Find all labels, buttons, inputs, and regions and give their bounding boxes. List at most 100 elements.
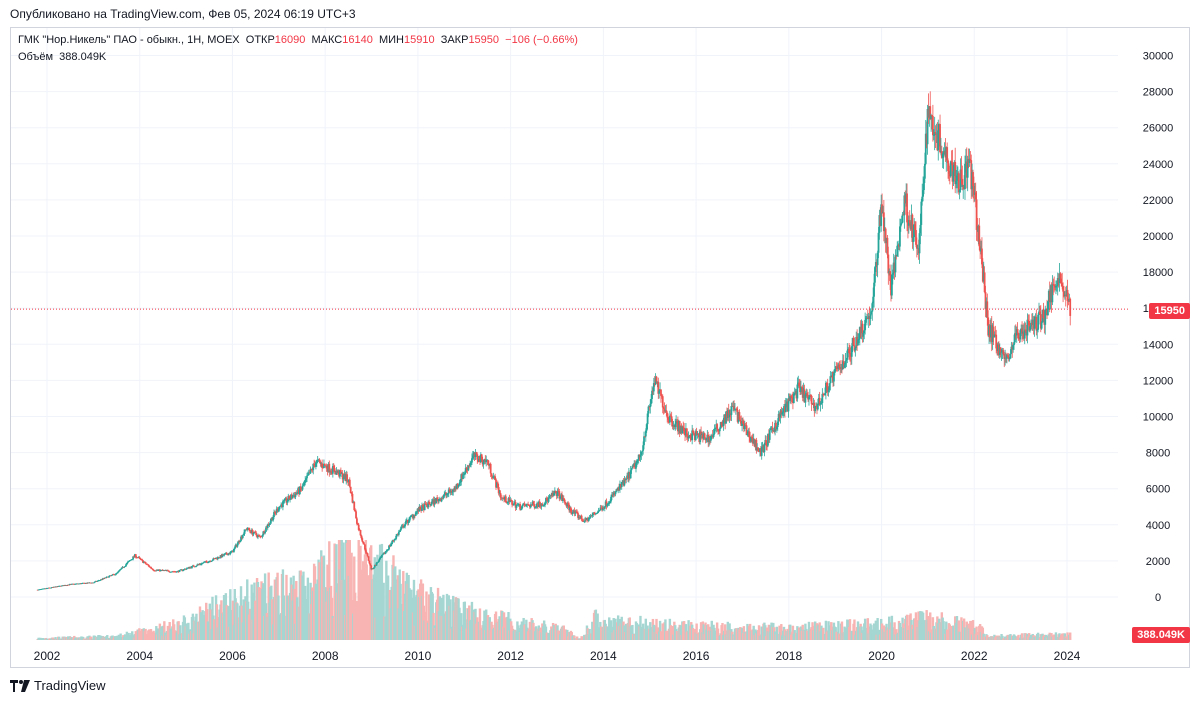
volume-bar <box>199 612 203 640</box>
candle-body <box>769 428 772 431</box>
candle-body <box>496 482 499 488</box>
candle-body <box>545 498 548 501</box>
candle-body <box>517 504 520 506</box>
candle-body <box>105 576 108 578</box>
candle-body <box>255 532 258 536</box>
candle-body <box>1008 358 1011 360</box>
candle-body <box>246 529 249 531</box>
candle-body <box>509 499 512 502</box>
candle-body <box>381 554 384 556</box>
candle-body <box>581 519 584 521</box>
volume-bar <box>818 622 821 640</box>
candle-body <box>487 464 490 466</box>
last-price-tag: 15950 <box>1149 303 1190 319</box>
candle-body <box>427 501 430 508</box>
chart-frame[interactable] <box>10 27 1190 668</box>
candle-body <box>298 486 301 495</box>
candle-body <box>646 413 649 425</box>
candle-body <box>562 498 565 500</box>
high-value: 16140 <box>342 34 373 46</box>
y-tick-label: 30000 <box>1143 51 1174 63</box>
candle-body <box>564 502 567 504</box>
candle-body <box>1003 354 1006 359</box>
candle-body <box>568 504 571 511</box>
volume-bar <box>1013 635 1017 640</box>
candle-body <box>1023 329 1026 339</box>
candle-body <box>899 226 901 247</box>
candle-body <box>207 562 209 564</box>
candle-body <box>814 406 817 412</box>
volume-bar <box>425 591 428 640</box>
candle-body <box>405 520 407 524</box>
volume-bar <box>735 628 738 640</box>
candle-body <box>923 163 926 179</box>
y-tick-label: 14000 <box>1143 339 1174 351</box>
candle-body <box>199 564 202 566</box>
candle-body <box>373 565 376 568</box>
volume-bar <box>215 604 219 640</box>
candle-body <box>154 570 157 572</box>
candle-body <box>210 560 213 562</box>
candle-body <box>224 553 226 555</box>
candle-body <box>986 301 989 318</box>
candle-body <box>625 478 628 480</box>
candle-body <box>811 404 814 406</box>
candle-body <box>404 523 406 527</box>
volume-bar <box>687 620 690 640</box>
candle-body <box>911 214 914 242</box>
candle-body <box>380 555 383 558</box>
candle-body <box>1029 326 1031 331</box>
candle-body <box>681 426 684 434</box>
candle-body <box>574 511 577 514</box>
volume-bar <box>580 636 583 640</box>
candle-body <box>364 549 367 553</box>
candle-body <box>101 579 103 581</box>
candle-body <box>341 473 344 480</box>
candle-body <box>442 496 445 499</box>
candle-body <box>958 190 961 193</box>
volume-bar <box>209 609 212 640</box>
candle-body <box>787 398 790 412</box>
candle-body <box>635 463 637 469</box>
candle-body <box>419 506 422 510</box>
tradingview-logo[interactable]: TradingView <box>10 678 106 693</box>
candle-body <box>365 552 368 554</box>
candle-body <box>798 382 801 387</box>
volume-bar <box>386 575 390 640</box>
candle-body <box>848 349 850 354</box>
volume-bar <box>155 626 158 640</box>
candle-body <box>282 500 285 502</box>
symbol-legend[interactable]: ГМК "Нор.Никель" ПАО - обыкн., 1Н, MOEX … <box>18 34 578 46</box>
volume-bar <box>874 620 878 640</box>
y-axis: 0200040006000800010000120001400016000180… <box>1143 51 1174 605</box>
candle-body <box>790 396 793 398</box>
candle-body <box>929 106 932 119</box>
candle-body <box>685 428 688 436</box>
candle-body <box>697 433 700 435</box>
candle-body <box>691 430 694 441</box>
candle-body <box>131 559 134 561</box>
candle-body <box>608 503 611 504</box>
candle-body <box>306 475 308 479</box>
candle-body <box>824 393 826 395</box>
volume-bar <box>140 628 144 640</box>
candle-body <box>556 490 559 496</box>
volume-bar <box>357 540 360 640</box>
candle-body <box>743 425 746 430</box>
candle-body <box>339 470 342 474</box>
volume-bar <box>1054 632 1058 640</box>
volume-bar <box>227 606 230 640</box>
candle-body <box>906 193 908 223</box>
candle-body <box>523 503 526 506</box>
candle-body <box>470 462 472 464</box>
candle-body <box>128 560 131 562</box>
candle-body <box>777 413 780 422</box>
volume-bar <box>231 600 235 640</box>
candle-body <box>838 364 841 369</box>
candle-body <box>342 478 345 480</box>
candle-body <box>240 536 242 541</box>
volume-bar <box>335 544 338 640</box>
candle-body <box>102 578 105 580</box>
volume-legend[interactable]: Объём 388.049K <box>18 51 106 63</box>
